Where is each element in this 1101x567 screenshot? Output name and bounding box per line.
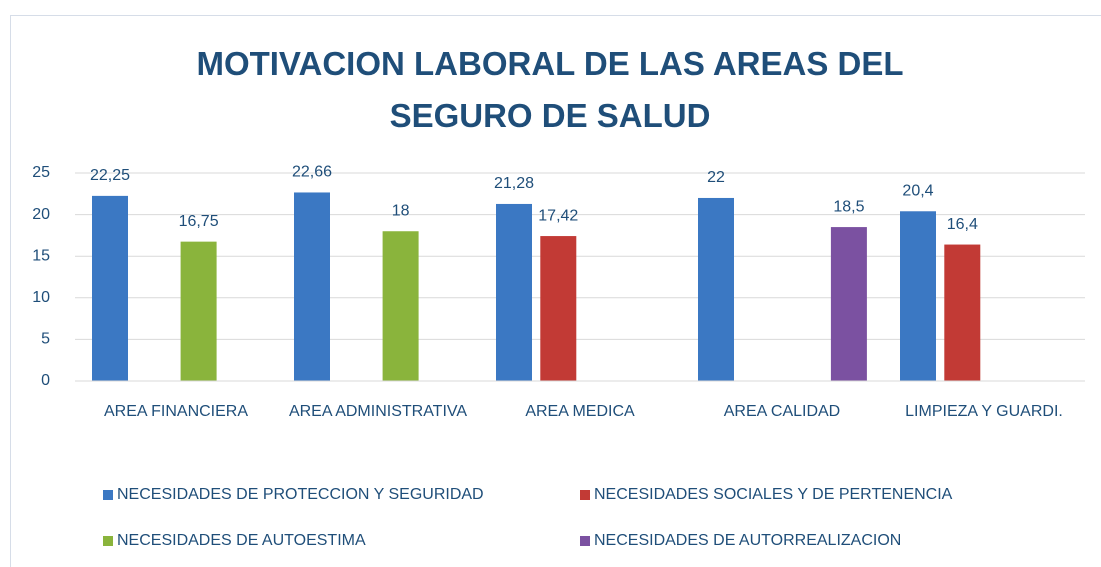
legend-swatch [103,536,113,546]
bar [698,197,734,381]
value-label: 22,66 [292,164,332,181]
x-tick-label: AREA FINANCIERA [103,403,249,420]
y-tick-label: 25 [32,164,50,181]
x-tick-label: AREA ADMINISTRATIVA [288,403,468,420]
value-label: 22,25 [90,167,130,184]
bar [944,244,981,381]
bar [180,241,217,381]
bar [830,227,867,381]
y-tick-label: 0 [41,372,50,389]
y-tick-label: 5 [41,331,50,348]
bar [540,236,577,381]
x-tick-label: LIMPIEZA Y GUARDI. [905,403,1063,420]
value-label: 18 [392,202,410,219]
legend-label: NECESIDADES DE AUTORREALIZACION [594,532,901,549]
chart-title: MOTIVACION LABORAL DE LAS AREAS DEL SEGU… [196,45,904,134]
bar [92,195,128,381]
legend-label: NECESIDADES DE PROTECCION Y SEGURIDAD [117,486,484,503]
value-label: 16,4 [947,216,978,233]
value-label: 18,5 [833,198,864,215]
bar [294,192,330,381]
chart-border [10,15,1101,567]
legend-label: NECESIDADES DE AUTOESTIMA [117,532,366,549]
bar [382,231,419,381]
y-tick-label: 20 [32,206,50,223]
bar [496,203,532,381]
x-tick-label: AREA CALIDAD [723,403,841,420]
bar [900,211,936,381]
legend-swatch [103,490,113,500]
y-tick-label: 15 [32,247,50,264]
value-label: 16,75 [179,213,219,230]
value-label: 20,4 [902,182,933,199]
x-tick-label: AREA MEDICA [525,403,635,420]
value-label: 22 [707,169,725,186]
y-tick-label: 10 [32,289,50,306]
legend-swatch [580,536,590,546]
legend-swatch [580,490,590,500]
legend-label: NECESIDADES SOCIALES Y DE PERTENENCIA [594,486,953,503]
value-label: 17,42 [538,207,578,224]
value-label: 21,28 [494,175,534,192]
